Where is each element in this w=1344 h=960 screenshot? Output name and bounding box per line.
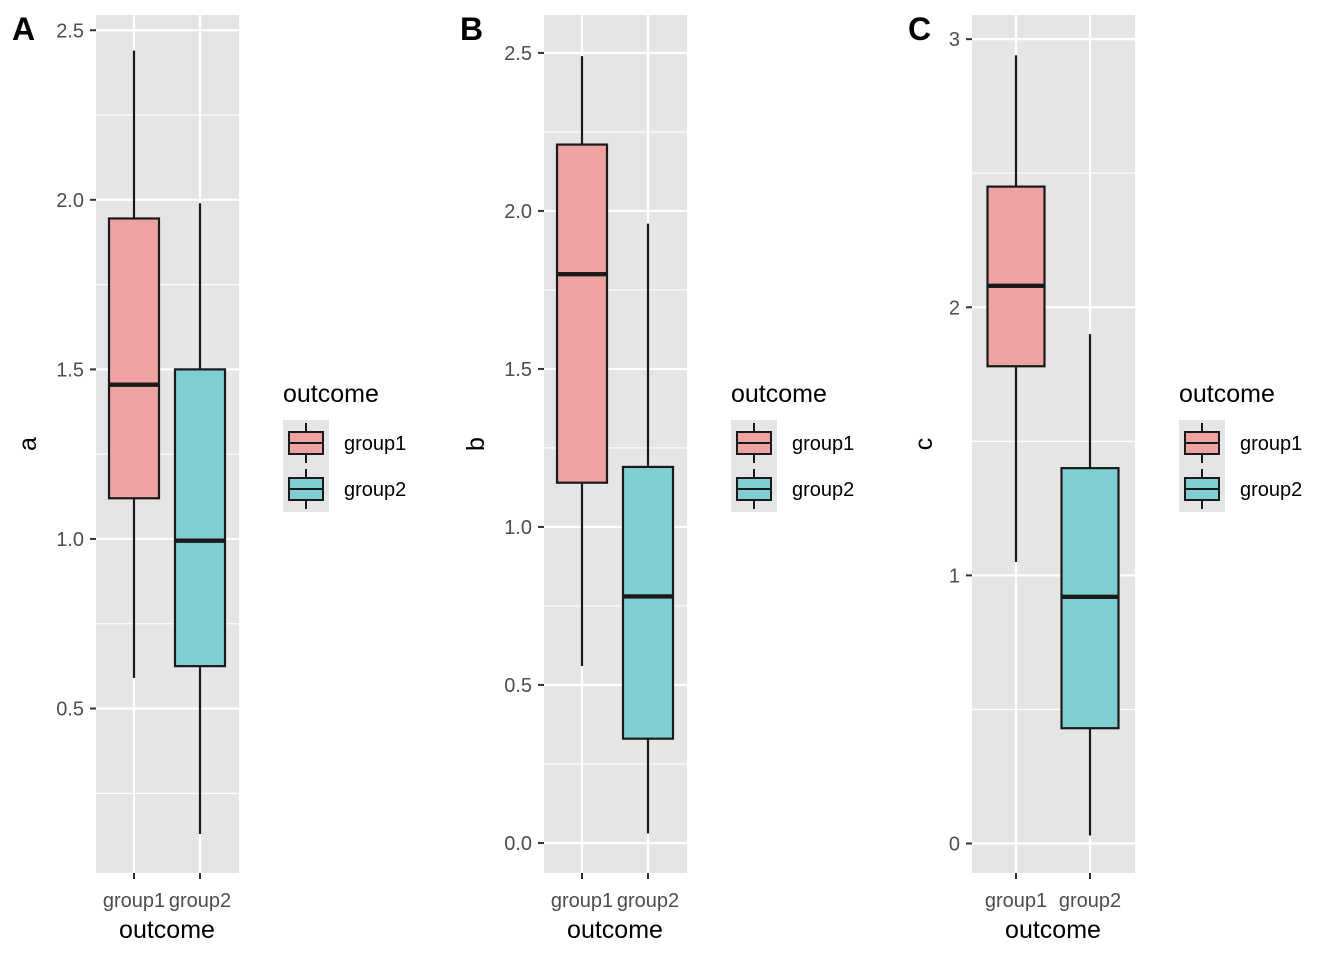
legend-label-group2: group2 bbox=[1240, 479, 1302, 501]
iqr-box bbox=[555, 143, 609, 484]
box-group1 bbox=[107, 50, 161, 678]
iqr-box bbox=[621, 465, 675, 740]
y-tick-label: 2.0 bbox=[504, 201, 532, 223]
legend-title: outcome bbox=[731, 380, 827, 408]
y-tick-label: 1 bbox=[949, 565, 960, 587]
x-tick-label: group2 bbox=[617, 890, 679, 912]
y-tick-label: 0.5 bbox=[56, 699, 84, 721]
x-tick-label: group2 bbox=[169, 890, 231, 912]
y-tick-label: 1.5 bbox=[504, 359, 532, 381]
y-axis-title: a bbox=[14, 437, 42, 451]
box-group1 bbox=[555, 56, 609, 667]
legend-title: outcome bbox=[283, 380, 379, 408]
x-tick-label: group1 bbox=[103, 890, 165, 912]
x-tick-label: group1 bbox=[551, 890, 613, 912]
legend-label-group1: group1 bbox=[792, 433, 854, 455]
y-tick-label: 1.0 bbox=[504, 517, 532, 539]
panel-tag: C bbox=[908, 11, 931, 47]
x-axis-title: outcome bbox=[567, 916, 663, 944]
legend-title: outcome bbox=[1179, 380, 1275, 408]
box-group2 bbox=[1060, 334, 1120, 836]
iqr-box bbox=[107, 217, 161, 500]
y-axis-title: b bbox=[462, 437, 490, 451]
panel-tag: A bbox=[12, 11, 35, 47]
box-group2 bbox=[621, 223, 675, 834]
y-tick-label: 3 bbox=[949, 29, 960, 51]
legend-label-group2: group2 bbox=[792, 479, 854, 501]
panel-c: C 0 1 2 3 group1 group2 outcome c outcome group1 gr… bbox=[908, 11, 1302, 944]
legend-label-group1: group1 bbox=[1240, 433, 1302, 455]
legend: outcome group1 group2 bbox=[731, 380, 854, 512]
x-tick-label: group1 bbox=[985, 890, 1047, 912]
legend: outcome group1 group2 bbox=[283, 380, 406, 512]
y-tick-label: 1.5 bbox=[56, 359, 84, 381]
y-tick-label: 0.5 bbox=[504, 675, 532, 697]
x-tick-label: group2 bbox=[1059, 890, 1121, 912]
y-axis-title: c bbox=[910, 438, 938, 451]
x-axis-title: outcome bbox=[1005, 916, 1101, 944]
box-group2 bbox=[173, 203, 227, 834]
y-tick-label: 2.5 bbox=[504, 43, 532, 65]
iqr-box bbox=[986, 185, 1046, 368]
y-tick-label: 2.0 bbox=[56, 190, 84, 212]
legend: outcome group1 group2 bbox=[1179, 380, 1302, 512]
y-tick-label: 0 bbox=[949, 834, 960, 856]
y-tick-label: 1.0 bbox=[56, 529, 84, 551]
panel-tag: B bbox=[460, 11, 483, 47]
box-group1 bbox=[986, 55, 1046, 562]
y-tick-label: 2.5 bbox=[56, 20, 84, 42]
iqr-box bbox=[173, 368, 227, 668]
legend-label-group1: group1 bbox=[344, 433, 406, 455]
plot-background bbox=[972, 15, 1135, 873]
legend-label-group2: group2 bbox=[344, 479, 406, 501]
y-tick-label: 2 bbox=[949, 297, 960, 319]
y-tick-label: 0.0 bbox=[504, 833, 532, 855]
x-axis-title: outcome bbox=[119, 916, 215, 944]
